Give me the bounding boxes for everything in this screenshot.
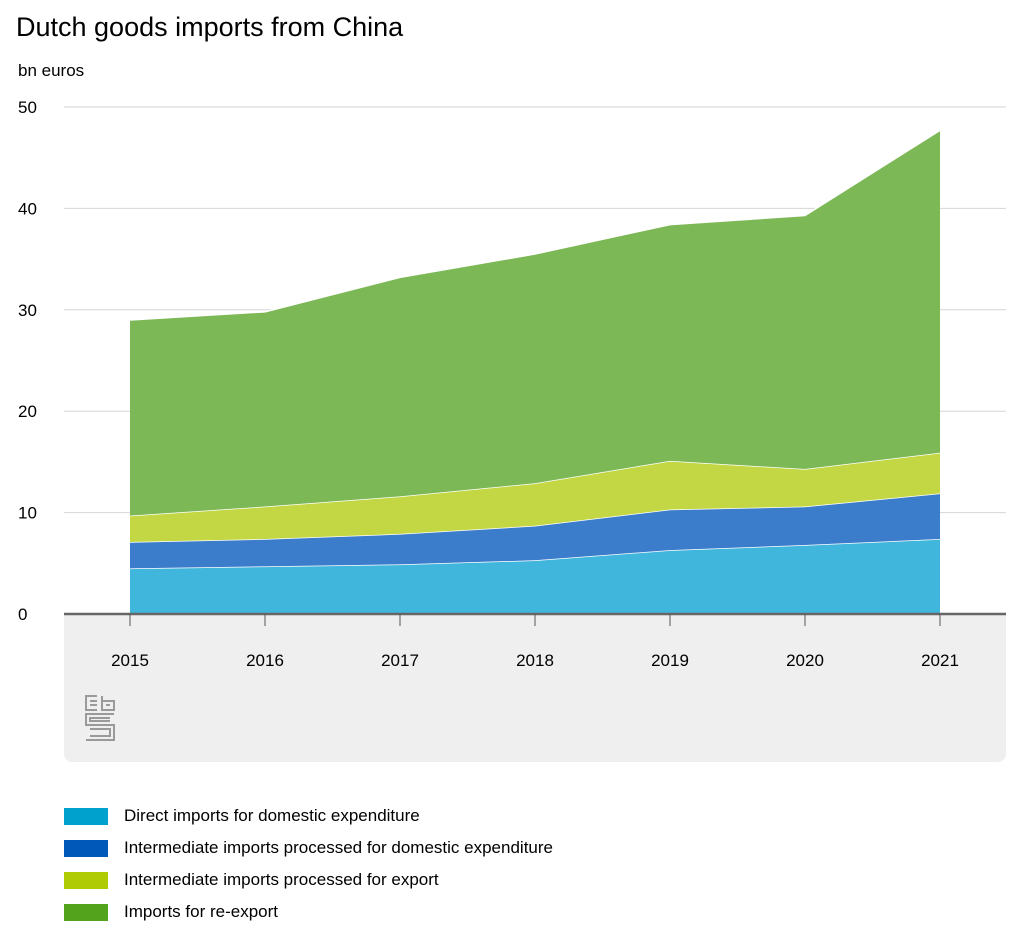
y-tick-label: 40 — [18, 199, 37, 218]
y-axis-unit-label: bn euros — [18, 61, 85, 80]
legend-swatch — [64, 839, 108, 857]
legend-item: Direct imports for domestic expenditure — [64, 800, 553, 832]
area-series-4-edge — [129, 129, 941, 321]
legend-label: Intermediate imports processed for expor… — [124, 870, 439, 889]
cbs-logo-icon — [85, 695, 115, 741]
x-tick-label: 2018 — [516, 651, 554, 670]
area-series-3 — [130, 452, 940, 543]
x-tick-label: 2021 — [921, 651, 959, 670]
x-tick-label: 2019 — [651, 651, 689, 670]
chart: 0 10 20 30 40 50 2015 2016 2017 2018 2019 2020 2021 — [18, 98, 1006, 762]
legend-swatch — [64, 871, 108, 889]
x-tick-label: 2015 — [111, 651, 149, 670]
legend: Direct imports for domestic expenditure … — [64, 800, 553, 928]
y-tick-label: 50 — [18, 98, 37, 117]
legend-swatch — [64, 807, 108, 825]
legend-swatch — [64, 903, 108, 921]
x-tick-label: 2020 — [786, 651, 824, 670]
x-tick-label: 2016 — [246, 651, 284, 670]
x-axis-ticks: 2015 2016 2017 2018 2019 2020 2021 — [111, 614, 959, 670]
y-tick-label: 0 — [18, 605, 27, 624]
legend-label: Imports for re-export — [124, 902, 278, 921]
area-series-4 — [130, 130, 940, 516]
legend-item: Imports for re-export — [64, 896, 553, 928]
chart-title: Dutch goods imports from China — [16, 12, 404, 42]
legend-item: Intermediate imports processed for expor… — [64, 864, 553, 896]
area-series-1 — [130, 538, 940, 614]
stacked-areas — [64, 129, 1006, 616]
y-tick-label: 10 — [18, 504, 37, 523]
area-series-2 — [130, 493, 940, 569]
legend-label: Intermediate imports processed for domes… — [124, 838, 553, 857]
y-tick-label: 20 — [18, 402, 37, 421]
legend-label: Direct imports for domestic expenditure — [124, 806, 420, 825]
legend-item: Intermediate imports processed for domes… — [64, 832, 553, 864]
x-axis-panel — [64, 614, 1006, 762]
y-axis-ticks: 0 10 20 30 40 50 — [18, 98, 37, 624]
y-tick-label: 30 — [18, 301, 37, 320]
x-tick-label: 2017 — [381, 651, 419, 670]
